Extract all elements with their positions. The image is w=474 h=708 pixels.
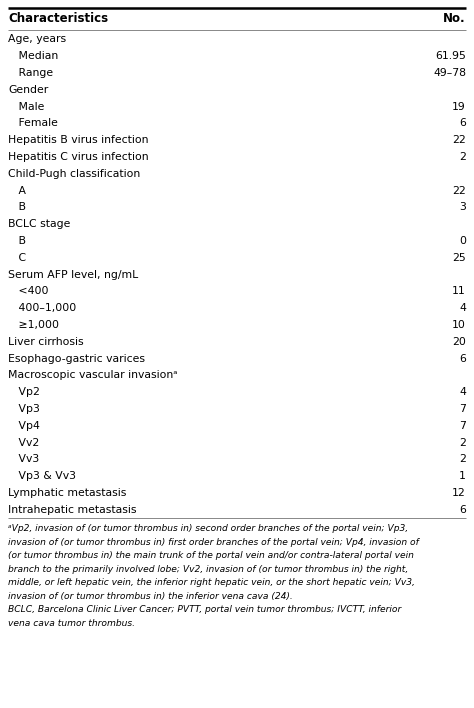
Text: Vv3: Vv3 bbox=[8, 455, 39, 464]
Text: Age, years: Age, years bbox=[8, 35, 66, 45]
Text: Characteristics: Characteristics bbox=[8, 13, 108, 25]
Text: Vp4: Vp4 bbox=[8, 421, 40, 430]
Text: Esophago-gastric varices: Esophago-gastric varices bbox=[8, 353, 145, 364]
Text: branch to the primarily involved lobe; Vv2, invasion of (or tumor thrombus in) t: branch to the primarily involved lobe; V… bbox=[8, 565, 408, 573]
Text: <400: <400 bbox=[8, 287, 48, 297]
Text: C: C bbox=[8, 253, 26, 263]
Text: Vp3 & Vv3: Vp3 & Vv3 bbox=[8, 472, 76, 481]
Text: 20: 20 bbox=[452, 337, 466, 347]
Text: 10: 10 bbox=[452, 320, 466, 330]
Text: 22: 22 bbox=[452, 185, 466, 195]
Text: Male: Male bbox=[8, 102, 45, 112]
Text: B: B bbox=[8, 202, 26, 212]
Text: Hepatitis C virus infection: Hepatitis C virus infection bbox=[8, 152, 149, 162]
Text: 4: 4 bbox=[459, 303, 466, 313]
Text: 2: 2 bbox=[459, 152, 466, 162]
Text: 0: 0 bbox=[459, 236, 466, 246]
Text: 2: 2 bbox=[459, 438, 466, 447]
Text: 1: 1 bbox=[459, 472, 466, 481]
Text: Median: Median bbox=[8, 51, 58, 61]
Text: 400–1,000: 400–1,000 bbox=[8, 303, 76, 313]
Text: invasion of (or tumor thrombus in) the inferior vena cava (24).: invasion of (or tumor thrombus in) the i… bbox=[8, 592, 293, 600]
Text: 7: 7 bbox=[459, 421, 466, 430]
Text: middle, or left hepatic vein, the inferior right hepatic vein, or the short hepa: middle, or left hepatic vein, the inferi… bbox=[8, 578, 415, 587]
Text: No.: No. bbox=[443, 13, 466, 25]
Text: BCLC, Barcelona Clinic Liver Cancer; PVTT, portal vein tumor thrombus; IVCTT, in: BCLC, Barcelona Clinic Liver Cancer; PVT… bbox=[8, 605, 401, 615]
Text: Macroscopic vascular invasionᵃ: Macroscopic vascular invasionᵃ bbox=[8, 370, 177, 380]
Text: ᵃVp2, invasion of (or tumor thrombus in) second order branches of the portal vei: ᵃVp2, invasion of (or tumor thrombus in)… bbox=[8, 524, 408, 533]
Text: Lymphatic metastasis: Lymphatic metastasis bbox=[8, 488, 127, 498]
Text: 12: 12 bbox=[452, 488, 466, 498]
Text: Range: Range bbox=[8, 68, 53, 78]
Text: 22: 22 bbox=[452, 135, 466, 145]
Text: Vp2: Vp2 bbox=[8, 387, 40, 397]
Text: Serum AFP level, ng/mL: Serum AFP level, ng/mL bbox=[8, 270, 138, 280]
Text: 6: 6 bbox=[459, 118, 466, 128]
Text: (or tumor thrombus in) the main trunk of the portal vein and/or contra-lateral p: (or tumor thrombus in) the main trunk of… bbox=[8, 552, 414, 560]
Text: 4: 4 bbox=[459, 387, 466, 397]
Text: B: B bbox=[8, 236, 26, 246]
Text: Liver cirrhosis: Liver cirrhosis bbox=[8, 337, 83, 347]
Text: 7: 7 bbox=[459, 404, 466, 414]
Text: 25: 25 bbox=[452, 253, 466, 263]
Text: Child-Pugh classification: Child-Pugh classification bbox=[8, 169, 140, 179]
Text: A: A bbox=[8, 185, 26, 195]
Text: vena cava tumor thrombus.: vena cava tumor thrombus. bbox=[8, 619, 135, 628]
Text: Intrahepatic metastasis: Intrahepatic metastasis bbox=[8, 505, 137, 515]
Text: invasion of (or tumor thrombus in) first order branches of the portal vein; Vp4,: invasion of (or tumor thrombus in) first… bbox=[8, 537, 419, 547]
Text: 6: 6 bbox=[459, 353, 466, 364]
Text: Vp3: Vp3 bbox=[8, 404, 40, 414]
Text: 2: 2 bbox=[459, 455, 466, 464]
Text: ≥1,000: ≥1,000 bbox=[8, 320, 59, 330]
Text: Hepatitis B virus infection: Hepatitis B virus infection bbox=[8, 135, 148, 145]
Text: 6: 6 bbox=[459, 505, 466, 515]
Text: 49–78: 49–78 bbox=[433, 68, 466, 78]
Text: 61.95: 61.95 bbox=[435, 51, 466, 61]
Text: Gender: Gender bbox=[8, 85, 48, 95]
Text: Female: Female bbox=[8, 118, 58, 128]
Text: BCLC stage: BCLC stage bbox=[8, 219, 70, 229]
Text: 3: 3 bbox=[459, 202, 466, 212]
Text: Vv2: Vv2 bbox=[8, 438, 39, 447]
Text: 19: 19 bbox=[452, 102, 466, 112]
Text: 11: 11 bbox=[452, 287, 466, 297]
